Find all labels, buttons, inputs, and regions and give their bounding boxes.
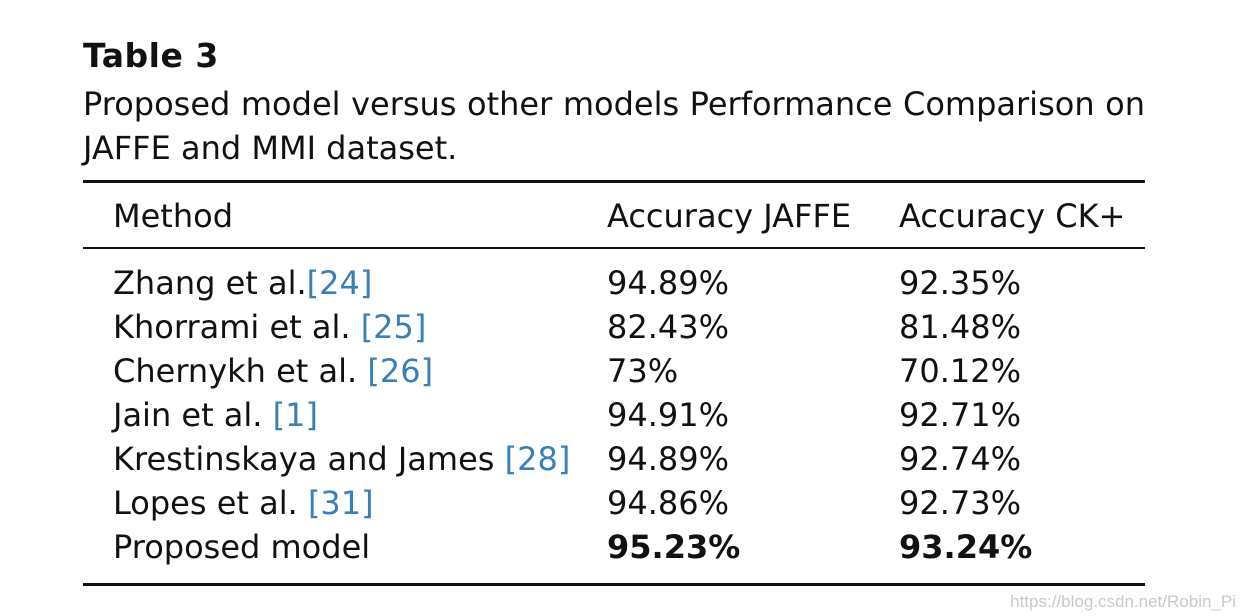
table-cell-jaffe-best: 95.23% bbox=[607, 528, 741, 566]
header-accuracy-jaffe: Accuracy JAFFE bbox=[607, 197, 852, 235]
table-row-method: Krestinskaya and James [28] bbox=[113, 439, 570, 479]
method-name: Lopes et al. bbox=[113, 484, 308, 522]
table-cell-ck: 92.35% bbox=[899, 264, 1022, 302]
table-cell-ck: 92.71% bbox=[899, 396, 1022, 434]
reference-link[interactable]: [1] bbox=[272, 396, 318, 434]
method-name: Krestinskaya and James bbox=[113, 440, 505, 478]
reference-link[interactable]: [25] bbox=[360, 308, 427, 346]
table-cell-ck: 92.73% bbox=[899, 484, 1022, 522]
table-top-rule bbox=[83, 180, 1145, 183]
watermark: https://blog.csdn.net/Robin_Pi bbox=[1010, 592, 1236, 611]
table-row-method: Jain et al. [1] bbox=[113, 395, 318, 435]
reference-link[interactable]: [28] bbox=[504, 440, 571, 478]
method-name: Khorrami et al. bbox=[113, 308, 361, 346]
table-cell-ck-best: 93.24% bbox=[899, 528, 1033, 566]
table-cell-jaffe: 94.86% bbox=[607, 484, 730, 522]
reference-link[interactable]: [26] bbox=[367, 352, 434, 390]
method-name: Chernykh et al. bbox=[113, 352, 368, 390]
table-cell-jaffe: 94.89% bbox=[607, 440, 730, 478]
table-cell-ck: 70.12% bbox=[899, 352, 1022, 390]
table-row-method: Proposed model bbox=[113, 527, 370, 567]
header-method: Method bbox=[113, 197, 234, 235]
table-cell-jaffe: 94.91% bbox=[607, 396, 730, 434]
reference-link[interactable]: [31] bbox=[307, 484, 374, 522]
table-row-method: Zhang et al.[24] bbox=[113, 263, 372, 303]
reference-link[interactable]: [24] bbox=[306, 264, 373, 302]
method-name: Proposed model bbox=[113, 528, 371, 566]
table-caption: Proposed model versus other models Perfo… bbox=[83, 85, 1145, 167]
table-cell-jaffe: 73% bbox=[607, 352, 679, 390]
table-cell-ck: 92.74% bbox=[899, 440, 1022, 478]
table-cell-jaffe: 94.89% bbox=[607, 264, 730, 302]
table-row-method: Khorrami et al. [25] bbox=[113, 307, 426, 347]
table-bottom-rule bbox=[83, 583, 1145, 586]
table-row-method: Chernykh et al. [26] bbox=[113, 351, 433, 391]
header-accuracy-ck: Accuracy CK+ bbox=[899, 197, 1126, 235]
table-label: Table 3 bbox=[83, 36, 219, 75]
table-header-rule bbox=[83, 247, 1145, 249]
table-cell-ck: 81.48% bbox=[899, 308, 1022, 346]
table-row-method: Lopes et al. [31] bbox=[113, 483, 374, 523]
method-name: Jain et al. bbox=[113, 396, 273, 434]
method-name: Zhang et al. bbox=[113, 264, 307, 302]
table-cell-jaffe: 82.43% bbox=[607, 308, 730, 346]
